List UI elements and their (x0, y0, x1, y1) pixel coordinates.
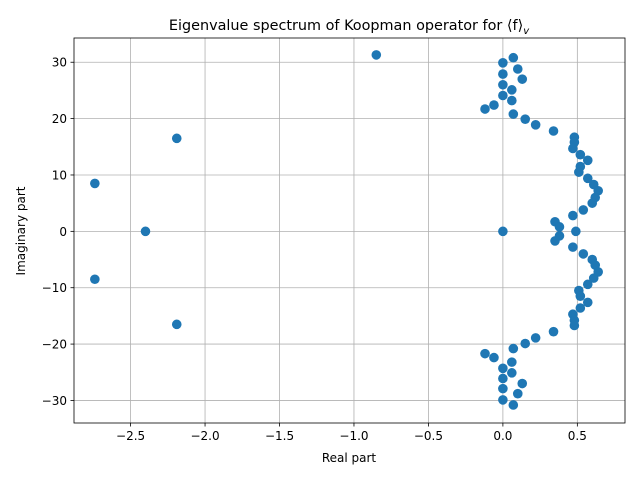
data-point (498, 373, 508, 384)
data-point (587, 198, 598, 208)
data-point (582, 297, 593, 308)
data-point (140, 226, 151, 237)
data-point (582, 279, 593, 290)
data-point (90, 178, 100, 189)
data-point (498, 90, 508, 101)
data-point (480, 348, 490, 359)
data-point (480, 104, 490, 114)
data-point (574, 167, 584, 177)
data-point (507, 368, 517, 378)
data-point (578, 249, 589, 259)
x-tick-label: −1.0 (339, 429, 368, 443)
data-point (548, 126, 559, 136)
x-axis-label: Real part (322, 451, 377, 465)
data-point (489, 100, 499, 110)
data-point (548, 326, 559, 337)
data-point (498, 226, 508, 237)
y-tick-label: 0 (59, 225, 67, 239)
data-point (508, 109, 519, 119)
data-point (512, 388, 523, 399)
data-point (498, 69, 508, 79)
data-point (371, 50, 382, 60)
data-point (498, 395, 508, 405)
x-axis-ticks: −2.5 −2.0 −1.5 −1.0 −0.5 0.0 0.5 (116, 423, 587, 443)
data-point (520, 338, 531, 349)
data-point (582, 155, 593, 166)
data-point (554, 222, 565, 232)
data-point (550, 236, 560, 246)
data-point (508, 343, 519, 354)
y-tick-label: 10 (52, 168, 67, 182)
data-point (568, 242, 578, 252)
data-point (517, 74, 528, 84)
chart-title-main: Eigenvalue spectrum of Koopman operator … (169, 18, 523, 34)
data-point (588, 273, 599, 283)
y-tick-label: 20 (52, 112, 67, 126)
y-axis-ticks: −30 −20 −10 0 10 20 30 (42, 56, 74, 408)
data-point (498, 363, 508, 374)
data-point (568, 210, 578, 221)
chart-title-subscript: v (523, 26, 530, 37)
data-point (575, 149, 586, 160)
x-tick-label: −2.5 (116, 429, 145, 443)
y-tick-label: 30 (52, 56, 67, 70)
x-tick-label: −0.5 (414, 429, 443, 443)
x-tick-label: −2.0 (190, 429, 219, 443)
y-tick-label: −20 (42, 338, 67, 352)
data-point (512, 64, 523, 74)
data-point (582, 173, 593, 184)
data-point (508, 400, 519, 410)
data-point (575, 291, 586, 301)
data-point (507, 85, 517, 95)
y-axis-label: Imaginary part (14, 186, 28, 275)
data-point (571, 226, 581, 237)
data-point (498, 383, 508, 394)
data-point (498, 58, 508, 68)
data-point (507, 357, 517, 367)
data-point (508, 52, 519, 63)
data-point (517, 378, 528, 389)
chart-title: Eigenvalue spectrum of Koopman operator … (169, 18, 530, 37)
data-points (90, 50, 603, 410)
x-tick-label: 0.0 (493, 429, 512, 443)
data-point (575, 303, 586, 313)
data-point (171, 133, 182, 144)
data-point (520, 114, 531, 124)
data-point (498, 79, 508, 90)
data-point (171, 319, 182, 330)
data-point (569, 320, 580, 331)
data-point (568, 143, 578, 154)
y-tick-label: −10 (42, 281, 67, 295)
data-point (489, 352, 499, 363)
plot-frame (73, 37, 626, 424)
y-tick-label: −30 (42, 394, 67, 408)
x-tick-label: −1.5 (265, 429, 294, 443)
data-point (530, 333, 541, 343)
grid (74, 38, 625, 423)
data-point (507, 95, 517, 106)
data-point (530, 120, 541, 130)
data-point (90, 274, 100, 285)
data-point (578, 205, 589, 215)
x-tick-label: 0.5 (568, 429, 587, 443)
